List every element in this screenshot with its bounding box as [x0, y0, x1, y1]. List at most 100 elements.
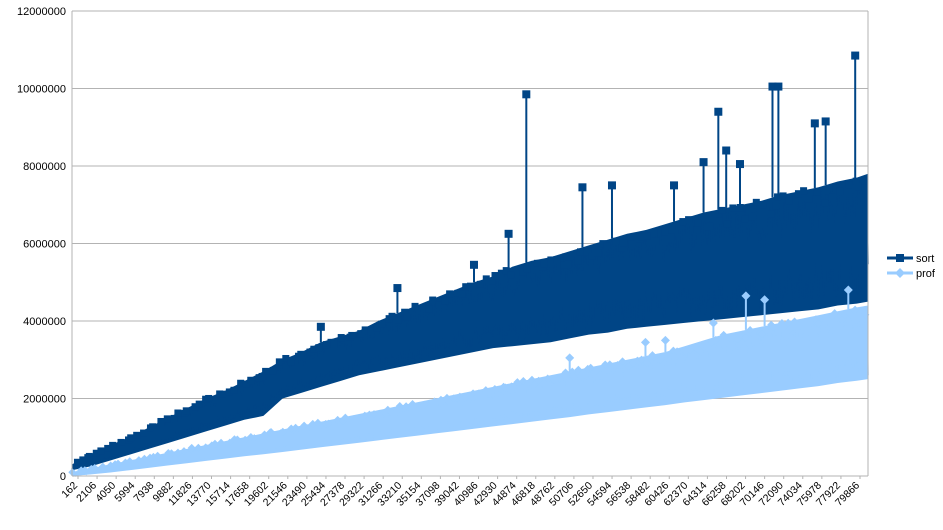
series-sort-marker — [594, 249, 602, 257]
series-sort-marker — [560, 261, 568, 269]
series-prof-marker — [838, 315, 847, 324]
series-sort-marker — [85, 452, 93, 460]
series-prof-marker — [436, 395, 445, 404]
series-sort-marker — [163, 415, 171, 423]
series-sort-marker — [694, 219, 702, 227]
series-prof-marker — [291, 423, 300, 432]
series-sort-marker — [547, 256, 555, 264]
series-prof-marker — [386, 407, 395, 416]
series-prof-marker — [673, 347, 682, 356]
series-sort-marker — [752, 198, 760, 206]
series-prof-marker — [586, 363, 595, 372]
series-sort-marker — [574, 257, 582, 265]
series-prof-marker — [444, 397, 453, 406]
legend-sort-marker — [896, 254, 904, 262]
series-prof-marker — [605, 360, 614, 369]
series-sort-marker — [637, 233, 645, 241]
series-sort-marker — [92, 449, 100, 457]
series-sort-marker — [149, 423, 157, 431]
series-prof-marker — [402, 402, 411, 411]
series-prof-marker — [420, 400, 429, 409]
series-sort-marker — [79, 456, 87, 464]
series-prof-marker — [250, 434, 259, 443]
series-prof-marker — [534, 376, 543, 385]
series-sort-marker — [553, 256, 561, 264]
series-prof-marker — [613, 361, 622, 370]
series-sort-marker — [861, 184, 869, 192]
series-sort-marker — [502, 267, 510, 275]
series-prof-marker — [601, 360, 610, 369]
series-sort-peak-marker — [316, 322, 325, 331]
series-sort-marker — [310, 345, 318, 353]
series-sort-marker — [785, 197, 793, 205]
series-prof-marker — [519, 377, 528, 386]
series-sort-marker — [618, 244, 626, 252]
series-sort-marker — [133, 431, 141, 439]
series-sort-marker — [599, 240, 607, 248]
series-sort-marker — [693, 226, 701, 234]
series-sort-marker — [297, 350, 305, 358]
series-prof-marker — [167, 449, 176, 458]
series-prof-marker — [233, 435, 242, 444]
y-tick-label: 2000000 — [23, 394, 66, 406]
series-sort-peak-marker — [393, 284, 402, 293]
series-sort-marker — [854, 183, 862, 191]
series-prof-marker — [592, 366, 601, 375]
series-sort-marker — [584, 248, 592, 256]
series-prof — [68, 285, 870, 478]
series-sort-marker — [805, 202, 813, 210]
series-sort-marker — [446, 290, 454, 298]
series-prof-marker — [300, 421, 309, 430]
series-prof-marker — [349, 415, 358, 424]
series-prof-marker — [430, 397, 439, 406]
legend-sort-label: sort — [916, 253, 934, 265]
series-sort-marker — [779, 192, 787, 200]
series-sort-marker — [394, 316, 402, 324]
series-sort-marker — [282, 354, 290, 362]
series-sort-marker — [388, 312, 396, 320]
series-sort-marker — [628, 240, 636, 248]
series-sort-marker — [774, 193, 782, 201]
series-sort-marker — [127, 434, 135, 442]
series-prof-marker — [194, 443, 203, 452]
series-sort-marker — [491, 272, 499, 280]
series-prof-marker — [455, 392, 464, 401]
legend-prof-label: prof — [916, 268, 936, 280]
series-sort-marker — [174, 409, 182, 417]
series-sort-marker — [242, 380, 250, 388]
series-sort-peak-marker — [699, 158, 708, 167]
series-prof-marker — [561, 368, 570, 377]
series-prof-marker — [513, 378, 522, 387]
series-sort-marker — [97, 447, 105, 455]
series-prof-marker — [769, 322, 778, 331]
series-prof-marker — [741, 333, 750, 342]
series-sort-marker — [497, 269, 505, 277]
series-prof-marker — [830, 309, 839, 318]
series-prof-marker — [187, 443, 196, 452]
series-sort-marker — [706, 222, 714, 230]
series-prof-marker — [469, 389, 478, 398]
series-prof-marker — [637, 355, 646, 364]
series-sort-line — [71, 181, 869, 470]
series-prof-marker — [733, 335, 742, 344]
series-prof-marker — [313, 418, 322, 427]
series-sort-marker — [104, 444, 112, 452]
series-sort-marker — [140, 429, 148, 437]
series-sort-marker — [441, 297, 449, 305]
series-sort-peak-marker — [469, 260, 478, 269]
series-prof-marker — [140, 454, 149, 463]
axes — [71, 11, 869, 479]
series-prof-marker — [777, 319, 786, 328]
series-sort-marker — [435, 301, 443, 309]
series-prof-marker — [785, 326, 794, 335]
series-prof-marker — [409, 402, 418, 411]
series-sort-marker — [109, 441, 117, 449]
series-prof-marker — [819, 320, 828, 329]
series-sort-marker — [247, 376, 255, 384]
series-sort-marker — [458, 290, 466, 298]
series-prof-marker — [685, 345, 694, 354]
series-sort-marker — [348, 331, 356, 339]
series-prof-marker — [90, 463, 99, 472]
series-sort-marker — [205, 394, 213, 402]
y-tick-label: 6000000 — [23, 239, 66, 251]
